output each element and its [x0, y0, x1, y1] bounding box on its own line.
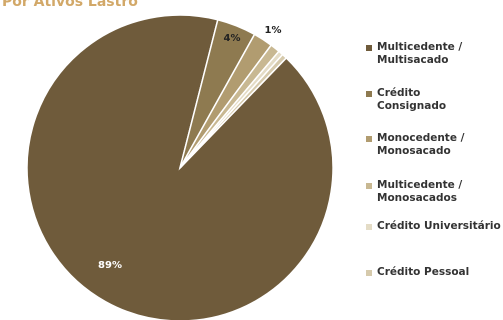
legend-item: Crédito Pessoal	[366, 266, 484, 279]
legend-swatch	[366, 91, 372, 97]
legend-item: Crédito Consignado	[366, 87, 484, 113]
chart-title: Por Ativos Lastro	[2, 0, 138, 10]
legend-item: Crédito Universitário	[366, 220, 501, 233]
data-label: 1%	[265, 25, 282, 36]
data-label: 4%	[224, 33, 241, 44]
pie-slice	[179, 53, 288, 169]
legend-item: Monocedente / Monosacado	[366, 132, 484, 158]
data-label: 89%	[98, 260, 122, 271]
legend-item: Multicedente / Multisacado	[366, 41, 484, 67]
legend-label: Crédito Pessoal	[377, 266, 470, 278]
legend-label: Multicedente / Monosacados	[377, 179, 463, 204]
legend-item: Multicedente / Monosacados	[366, 179, 484, 205]
legend-label: Crédito Universitário	[377, 220, 501, 232]
legend-label: Crédito Consignado	[377, 87, 447, 112]
legend-label: Multicedente / Multisacado	[377, 41, 463, 66]
legend-swatch	[366, 183, 372, 189]
legend-swatch	[366, 136, 372, 142]
legend-label: Monocedente / Monosacado	[377, 132, 465, 157]
chart: Por Ativos Lastro 89% 4% 1%	[2, 0, 334, 320]
legend-swatch	[366, 45, 372, 51]
legend-swatch	[366, 224, 372, 230]
legend-swatch	[366, 270, 372, 276]
